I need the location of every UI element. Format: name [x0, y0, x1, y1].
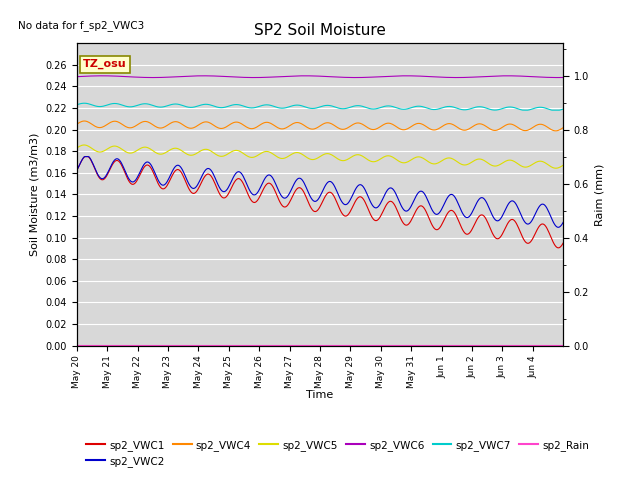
Title: SP2 Soil Moisture: SP2 Soil Moisture [254, 23, 386, 38]
Legend: sp2_VWC1, sp2_VWC2, sp2_VWC4, sp2_VWC5, sp2_VWC6, sp2_VWC7, sp2_Rain: sp2_VWC1, sp2_VWC2, sp2_VWC4, sp2_VWC5, … [82, 435, 593, 471]
X-axis label: Time: Time [307, 390, 333, 400]
Y-axis label: Soil Moisture (m3/m3): Soil Moisture (m3/m3) [30, 132, 40, 256]
Text: TZ_osu: TZ_osu [83, 59, 127, 69]
Text: No data for f_sp2_VWC3: No data for f_sp2_VWC3 [19, 20, 145, 31]
Y-axis label: Raim (mm): Raim (mm) [595, 163, 605, 226]
